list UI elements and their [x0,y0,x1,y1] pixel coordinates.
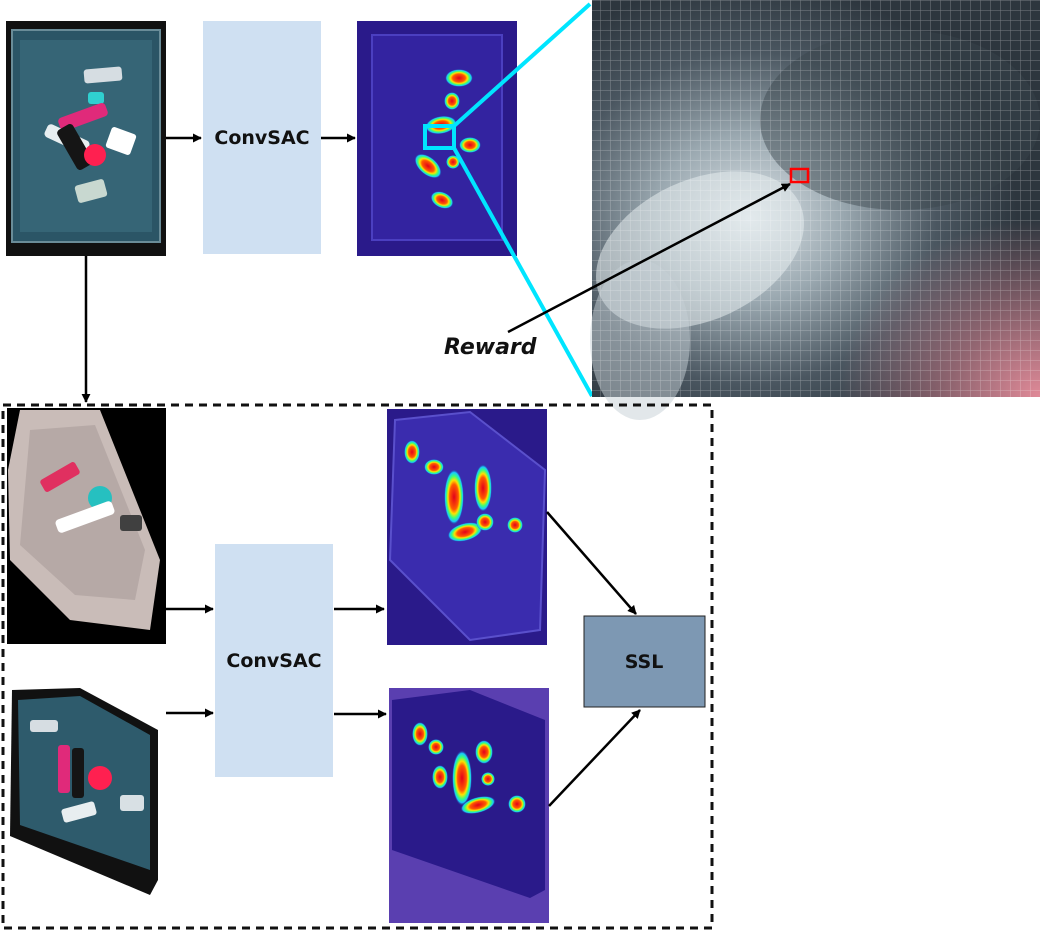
bottom-convsac-label: ConvSAC [226,650,321,672]
zoomed-pixel-grid [590,0,1040,420]
top-input-image [6,21,166,256]
top-convsac-label: ConvSAC [214,127,309,149]
zoom-selection-box [423,124,456,150]
zoom-line-bottom [452,147,594,397]
arrow-heatmap-2-to-ssl [548,709,641,807]
bottom-heatmap-1 [387,409,547,645]
augmentation-region [1,403,714,930]
arrow-heatmap-1-to-ssl [546,511,637,615]
zoom-line-top [452,2,592,128]
reward-arrow [507,182,791,334]
augmented-image-2 [7,686,159,896]
target-pixel-box [789,167,810,184]
ssl-box [583,615,706,708]
ssl-label: SSL [625,651,664,673]
top-convsac-box [203,21,321,254]
reward-label: Reward [444,335,537,360]
bottom-convsac-box [215,544,333,777]
augmented-image-1 [7,408,166,644]
bottom-heatmap-2 [389,688,549,923]
